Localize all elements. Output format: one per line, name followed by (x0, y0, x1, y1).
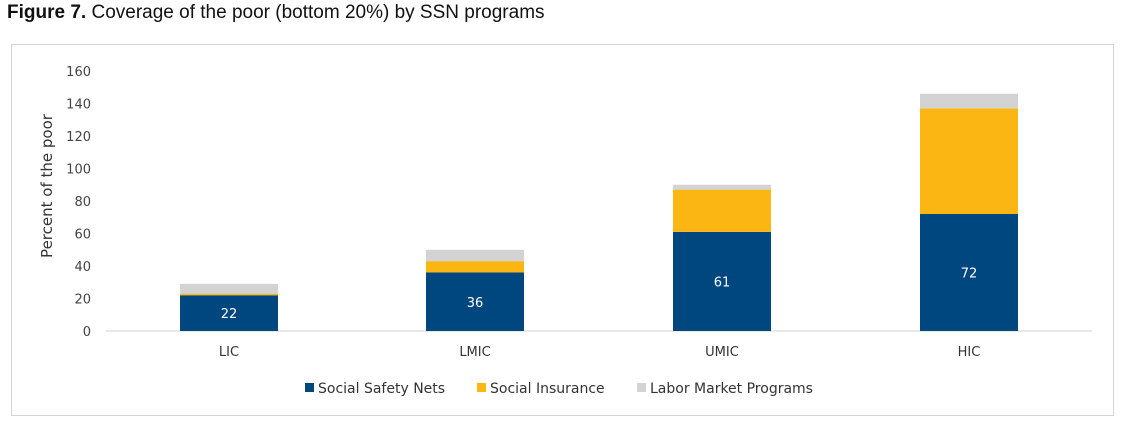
y-tick-label: 120 (66, 130, 91, 145)
bars (180, 93, 1018, 331)
bar-segment-lic-series-3 (180, 283, 278, 294)
legend-swatch-series-2 (477, 383, 486, 392)
bar-segment-hic-series-1 (920, 214, 1018, 331)
chart-frame (11, 44, 1114, 416)
x-category-label: HIC (958, 345, 981, 360)
x-category-label: LIC (219, 345, 239, 360)
data-label-lic: 22 (221, 307, 238, 322)
y-axis-title: Percent of the poor (38, 113, 56, 258)
legend-label-series-1: Social Safety Nets (318, 381, 445, 397)
x-category-label: LMIC (459, 345, 490, 360)
bar-segment-lmic-series-3 (426, 249, 524, 262)
figure-label: Figure 7. (7, 2, 87, 23)
y-tick-label: 40 (74, 260, 91, 275)
bar-segment-hic-series-3 (920, 93, 1018, 109)
data-label-umic: 61 (714, 275, 731, 290)
bar-segment-umic-series-1 (673, 231, 771, 331)
y-tick-label: 160 (66, 65, 91, 80)
y-tick-label: 140 (66, 98, 91, 113)
bar-segment-lic-series-2 (180, 293, 278, 296)
y-tick-label: 100 (66, 163, 91, 178)
data-label-hic: 72 (961, 267, 978, 282)
x-axis-categories: LIC LMIC UMIC HIC (219, 345, 980, 360)
legend: Social Safety Nets Social Insurance Labor … (305, 381, 813, 397)
figure-title-text: Coverage of the poor (bottom 20%) by SSN… (91, 2, 545, 23)
figure-title: Figure 7. Coverage of the poor (bottom 2… (7, 2, 545, 24)
bar-segment-lmic-series-2 (426, 261, 524, 273)
y-tick-label: 0 (83, 325, 91, 340)
legend-label-series-3: Labor Market Programs (650, 381, 813, 397)
legend-swatch-series-1 (305, 383, 314, 392)
data-label-lmic: 36 (467, 296, 484, 311)
bar-segment-umic-series-3 (673, 184, 771, 190)
legend-swatch-series-3 (637, 383, 646, 392)
y-tick-label: 80 (74, 195, 91, 210)
bar-segment-lmic-series-1 (426, 272, 524, 331)
y-tick-label: 60 (74, 228, 91, 243)
data-labels: 22 36 61 72 (221, 267, 978, 323)
y-tick-label: 20 (74, 293, 91, 308)
bar-segment-lic-series-1 (180, 295, 278, 331)
x-category-label: UMIC (705, 345, 739, 360)
legend-label-series-2: Social Insurance (490, 381, 605, 397)
bar-segment-umic-series-2 (673, 189, 771, 232)
bar-segment-hic-series-2 (920, 108, 1018, 214)
y-axis-ticks: 0 20 40 60 80 100 120 140 160 (66, 65, 91, 340)
